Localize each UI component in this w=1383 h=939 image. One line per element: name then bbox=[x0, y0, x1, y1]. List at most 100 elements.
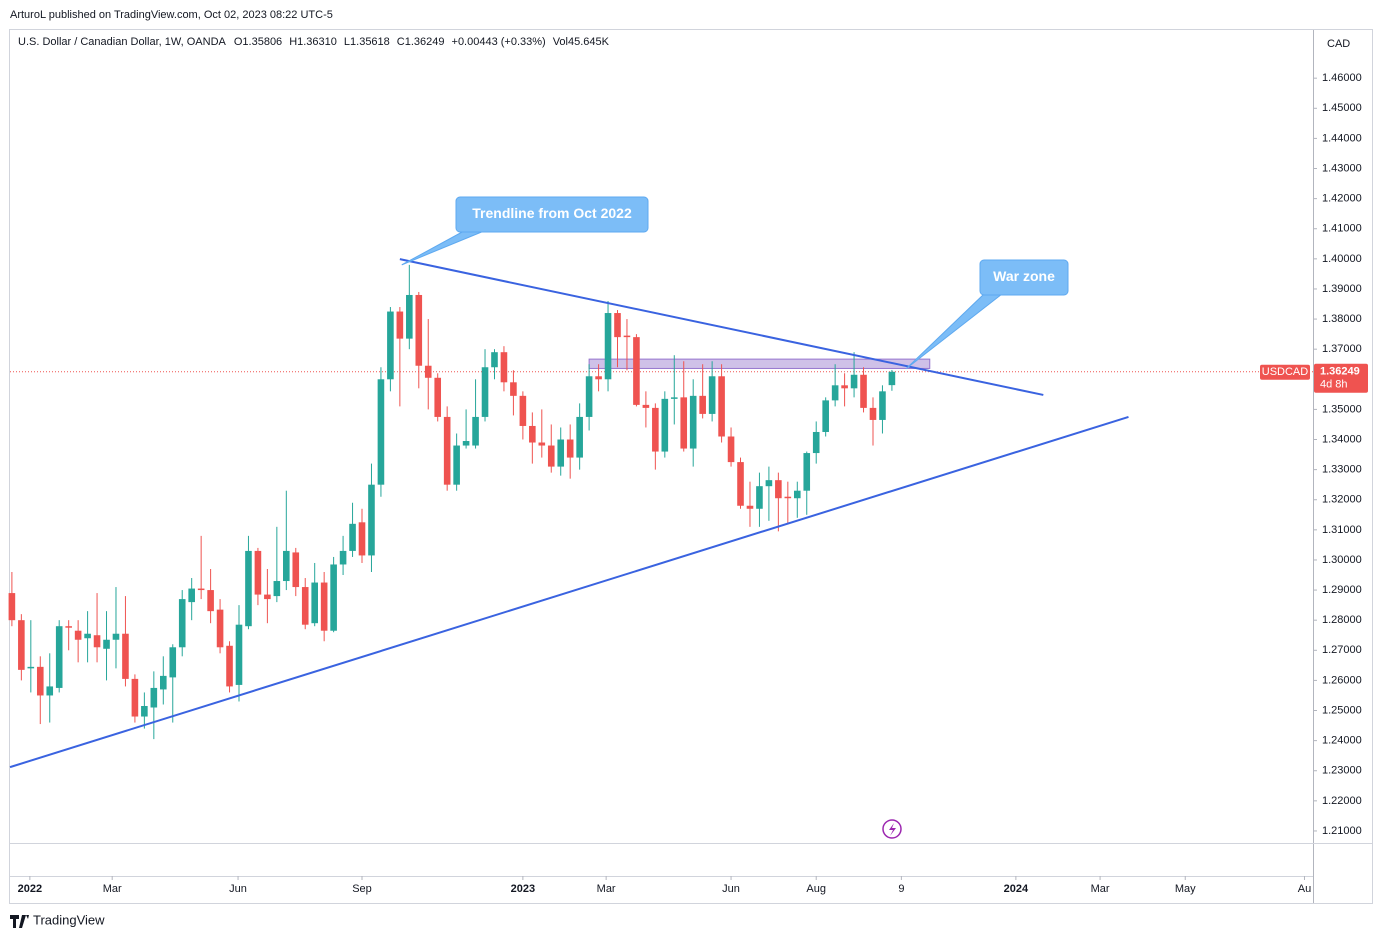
footer: TradingView bbox=[33, 912, 105, 927]
candle-body bbox=[65, 626, 72, 628]
trendline bbox=[9, 415, 1129, 769]
y-tick-label: 1.43000 bbox=[1322, 162, 1362, 174]
callout-box bbox=[455, 196, 649, 233]
candle-body bbox=[462, 441, 470, 446]
x-tick-label: Mar bbox=[597, 883, 616, 895]
candle-body bbox=[699, 395, 706, 414]
y-tick-label: 1.46000 bbox=[1322, 72, 1362, 84]
candle-body bbox=[595, 376, 602, 380]
candle-body bbox=[680, 397, 688, 449]
candle-body bbox=[510, 382, 517, 396]
candle-body bbox=[8, 593, 16, 621]
candle-body bbox=[784, 496, 792, 499]
x-tick-label: Jun bbox=[229, 883, 247, 895]
candle-body bbox=[320, 582, 328, 631]
candle-body bbox=[585, 376, 593, 417]
candle-body bbox=[850, 374, 858, 389]
candle-body bbox=[122, 633, 129, 679]
frame bbox=[9, 29, 1373, 904]
candle-body bbox=[529, 425, 536, 443]
candle-body bbox=[216, 609, 224, 648]
y-tick-label: 1.27000 bbox=[1322, 644, 1362, 656]
candle-body bbox=[869, 407, 877, 420]
candle-body bbox=[812, 431, 820, 454]
candle-body bbox=[443, 416, 451, 485]
y-tick-label: 1.26000 bbox=[1322, 674, 1362, 686]
candle-body bbox=[670, 397, 678, 399]
candle-body bbox=[775, 480, 782, 499]
candle-body bbox=[93, 635, 101, 648]
candle-body bbox=[500, 352, 508, 383]
candle-body bbox=[727, 436, 735, 463]
candle-body bbox=[519, 395, 527, 426]
y-tick-label: 1.34000 bbox=[1322, 433, 1362, 445]
y-tick-label: 1.42000 bbox=[1322, 193, 1362, 205]
candle-body bbox=[472, 416, 479, 446]
currency: CAD bbox=[1327, 38, 1350, 50]
header: ArturoL published on TradingView.com, Oc… bbox=[10, 9, 333, 21]
candle-body bbox=[642, 404, 650, 408]
y-tick-label: 1.21000 bbox=[1322, 825, 1362, 837]
callout: Trendline from Oct 2022 bbox=[401, 196, 649, 266]
legend-value: H1.36310 bbox=[289, 36, 337, 48]
y-tick-label: 1.30000 bbox=[1322, 554, 1362, 566]
candle-body bbox=[396, 311, 404, 339]
legend-value: L1.35618 bbox=[344, 36, 390, 48]
candle-body bbox=[689, 395, 697, 449]
candle-body bbox=[103, 639, 110, 649]
candle-body bbox=[74, 630, 82, 640]
callout-pointer bbox=[401, 230, 485, 266]
candle-body bbox=[226, 645, 233, 687]
candle-body bbox=[831, 385, 839, 401]
candle-body bbox=[141, 705, 148, 717]
candle-body bbox=[36, 666, 44, 696]
y-tick-label: 1.41000 bbox=[1322, 223, 1362, 235]
y-tick-label: 1.29000 bbox=[1322, 584, 1362, 596]
candle-body bbox=[746, 505, 754, 509]
candle-body bbox=[368, 484, 375, 556]
candle-body bbox=[264, 594, 271, 600]
candle-body bbox=[661, 398, 669, 452]
candle-body bbox=[84, 633, 91, 639]
y-tick-label: 1.24000 bbox=[1322, 735, 1362, 747]
trendline bbox=[399, 258, 1044, 396]
y-tick-label: 1.32000 bbox=[1322, 494, 1362, 506]
x-tick-label: Aug bbox=[806, 883, 826, 895]
legend-value: +0.00443 (+0.33%) bbox=[452, 36, 546, 48]
callout-text: War zone bbox=[993, 268, 1055, 284]
candle-body bbox=[765, 480, 773, 487]
candle-body bbox=[27, 666, 35, 669]
x-tick-label: 2024 bbox=[1004, 883, 1029, 895]
y-tick-label: 1.39000 bbox=[1322, 283, 1362, 295]
candle-body bbox=[159, 675, 167, 690]
candle-body bbox=[273, 581, 281, 597]
candle-body bbox=[424, 365, 432, 378]
candle-body bbox=[387, 311, 394, 380]
candle-body bbox=[150, 687, 158, 708]
x-tick-label: May bbox=[1175, 883, 1196, 895]
callout: War zone bbox=[905, 259, 1069, 370]
candle-body bbox=[623, 335, 631, 338]
x-tick-label: 2023 bbox=[511, 883, 535, 895]
candle-body bbox=[292, 552, 300, 588]
y-tick-label: 1.38000 bbox=[1322, 313, 1362, 325]
candle-body bbox=[491, 352, 498, 368]
legend-value: C1.36249 bbox=[397, 36, 445, 48]
x-tick-label: 9 bbox=[898, 883, 904, 895]
y-tick-label: 1.25000 bbox=[1322, 704, 1362, 716]
candle-body bbox=[822, 400, 829, 432]
symbol-tag: USDCAD bbox=[1262, 366, 1309, 378]
candle-body bbox=[207, 590, 214, 612]
y-tick-label: 1.44000 bbox=[1322, 132, 1362, 144]
candle-body bbox=[339, 550, 347, 565]
y-tick-label: 1.33000 bbox=[1322, 464, 1362, 476]
candle-body bbox=[131, 678, 139, 717]
legend-value: O1.35806 bbox=[234, 36, 282, 48]
callout-box bbox=[979, 259, 1069, 296]
candle-body bbox=[46, 686, 54, 696]
candle-body bbox=[55, 626, 63, 688]
y-tick-label: 1.45000 bbox=[1322, 102, 1362, 114]
candle-body bbox=[576, 416, 583, 458]
